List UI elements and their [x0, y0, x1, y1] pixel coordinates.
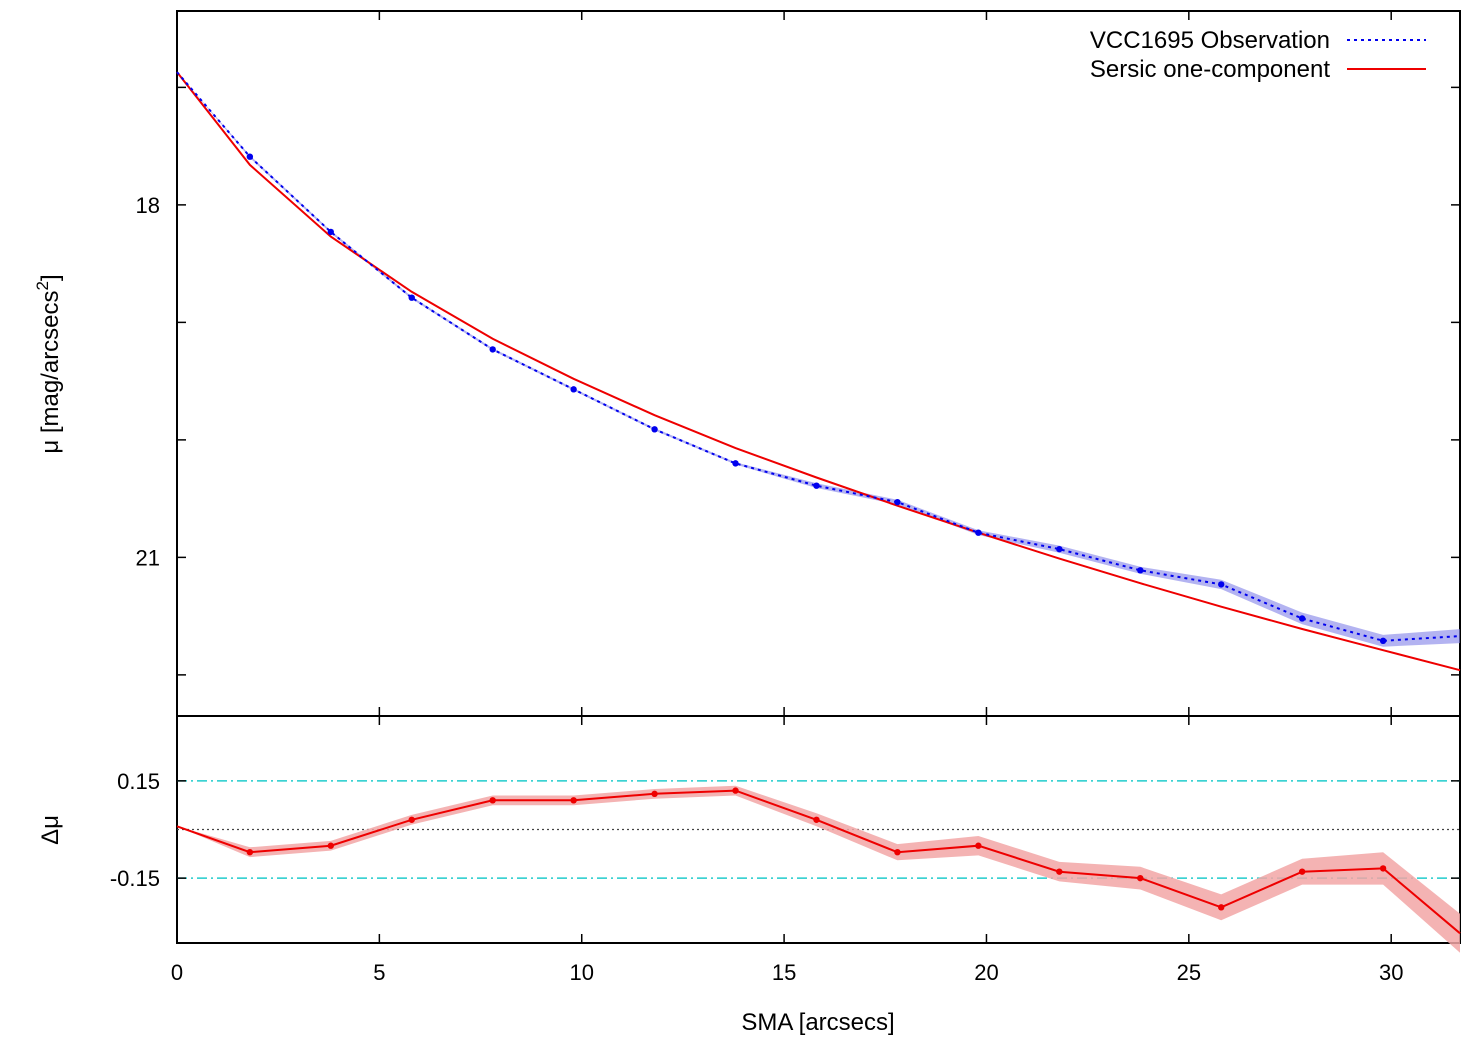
x-tick-label: 20: [974, 960, 998, 985]
residual-point: [651, 790, 658, 798]
legend-label-sersic: Sersic one-component: [1090, 56, 1330, 83]
observation-point: [1056, 545, 1063, 553]
y-axis-label-profile-base: μ [mag/arcsecs: [37, 290, 64, 453]
residual-point: [408, 816, 415, 823]
residual-point: [813, 816, 820, 823]
y-tick-label-residual: -0.15: [110, 866, 160, 891]
residual-point: [1218, 904, 1225, 911]
observation-point: [651, 426, 658, 433]
residual-point: [1137, 874, 1144, 882]
residual-point: [732, 787, 739, 794]
residual-point: [1298, 868, 1306, 875]
observation-point: [408, 294, 415, 301]
y-tick-label-profile: 21: [136, 545, 160, 570]
legend-label-observation: VCC1695 Observation: [1090, 27, 1330, 54]
x-tick-label: 30: [1379, 960, 1403, 985]
residual-point: [1056, 868, 1063, 875]
observation-point: [489, 346, 496, 353]
observation-point: [1137, 567, 1144, 574]
y-axis-label-profile: μ [mag/arcsecs2]: [33, 274, 64, 453]
y-tick-label-profile: 18: [136, 193, 160, 218]
observation-point: [975, 529, 982, 536]
y-tick-label-residual: 0.15: [117, 769, 160, 794]
observation-point: [894, 498, 901, 506]
x-axis-label: SMA [arcsecs]: [741, 1009, 894, 1036]
observation-point: [1379, 637, 1387, 644]
x-tick-label: 25: [1177, 960, 1201, 985]
observation-point: [327, 228, 334, 236]
observation-point: [1218, 581, 1225, 588]
legend: VCC1695 Observation Sersic one-component: [1090, 27, 1426, 83]
observation-point: [732, 460, 739, 467]
x-tick-label: 5: [373, 960, 385, 985]
residual-point: [327, 842, 334, 849]
observation-point: [570, 386, 577, 393]
residual-line: [176, 789, 1461, 935]
observation-error-band: [177, 72, 1460, 647]
observation-point: [813, 482, 820, 489]
observation-line: [176, 71, 1461, 642]
y-axis-label-profile-close: ]: [37, 274, 64, 281]
y-axis-label-residual: Δμ: [37, 815, 64, 845]
residual-panel: 0.15 -0.15 0 5 10 15 20 25 30: [110, 715, 1461, 985]
residual-point: [246, 849, 254, 856]
residual-point: [894, 849, 901, 856]
residual-point: [975, 842, 982, 849]
observation-point: [246, 153, 254, 160]
observation-point: [1298, 615, 1306, 622]
profile-plot-frame: [176, 10, 1461, 717]
residual-point: [489, 797, 496, 804]
residual-error-band: [177, 785, 1460, 953]
x-tick-label: 15: [772, 960, 796, 985]
residual-point: [1379, 865, 1387, 872]
residual-point: [570, 797, 577, 804]
x-tick-label: 0: [171, 960, 183, 985]
y-axis-label-profile-sup: 2: [33, 281, 52, 290]
sersic-model-line: [176, 71, 1461, 672]
x-tick-label: 10: [569, 960, 593, 985]
